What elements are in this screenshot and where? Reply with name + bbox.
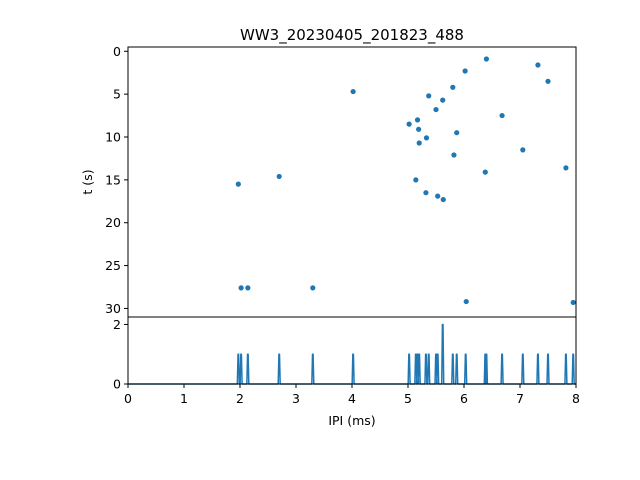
bottom-x-ticks: 0 1 2 3 4 5 6 7 8 — [124, 384, 580, 406]
scatter-point — [414, 117, 421, 123]
bottom-x-tick-label: 7 — [516, 391, 524, 406]
scatter-point — [440, 196, 446, 203]
scatter-point — [482, 169, 488, 175]
scatter-point — [435, 193, 441, 199]
scatter-point — [423, 135, 430, 141]
scatter-points — [235, 56, 576, 306]
top-y-tick-label: 20 — [105, 215, 121, 230]
scatter-point — [433, 106, 439, 113]
scatter-point — [350, 88, 356, 95]
scatter-point — [310, 285, 316, 291]
bottom-x-tick-label: 6 — [460, 391, 468, 406]
scatter-point — [520, 147, 526, 153]
bottom-x-tick-label: 4 — [348, 391, 356, 406]
bottom-x-tick-label: 2 — [236, 391, 244, 406]
top-y-axis-label: t (s) — [80, 169, 95, 194]
chart-title: WW3_20230405_201823_488 — [240, 26, 464, 45]
scatter-point — [238, 285, 244, 291]
scatter-point — [440, 97, 446, 103]
scatter-point — [413, 177, 419, 183]
bottom-x-axis-label: IPI (ms) — [328, 413, 375, 428]
scatter-point — [463, 298, 469, 305]
scatter-panel: WW3_20230405_201823_488 0 5 10 15 20 25 30 t (… — [80, 26, 577, 318]
scatter-point — [450, 84, 456, 90]
top-y-tick-label: 5 — [113, 87, 121, 102]
bottom-x-tick-label: 8 — [572, 391, 580, 406]
scatter-point — [499, 112, 505, 119]
scatter-point — [245, 285, 251, 291]
bottom-x-tick-label: 0 — [124, 391, 132, 406]
scatter-point — [570, 299, 576, 306]
bottom-axes-frame — [127, 316, 577, 385]
scatter-point — [563, 165, 569, 171]
top-y-ticks: 0 5 10 15 20 25 30 — [105, 44, 128, 316]
scatter-point — [235, 181, 241, 187]
bottom-x-tick-label: 3 — [292, 391, 300, 406]
scatter-point — [276, 173, 282, 180]
bottom-x-tick-label: 1 — [180, 391, 188, 406]
scatter-point — [462, 68, 468, 74]
bottom-y-ticks: 02 — [113, 317, 128, 392]
scatter-point — [483, 56, 489, 62]
scatter-point — [406, 121, 412, 127]
bottom-y-tick-label: 0 — [113, 377, 121, 392]
top-y-tick-label: 25 — [105, 258, 121, 273]
top-y-tick-label: 0 — [113, 44, 121, 59]
scatter-point — [416, 140, 422, 146]
scatter-point — [454, 130, 460, 136]
scatter-point — [451, 152, 457, 158]
scatter-point — [423, 190, 429, 196]
scatter-point — [535, 62, 541, 68]
scatter-point — [545, 78, 551, 84]
scatter-point — [416, 126, 422, 132]
top-y-tick-label: 15 — [105, 172, 121, 187]
scatter-point — [426, 93, 432, 99]
bottom-x-tick-label: 5 — [404, 391, 412, 406]
top-y-tick-label: 10 — [105, 130, 121, 145]
top-y-tick-label: 30 — [105, 301, 121, 316]
bottom-y-tick-label: 2 — [113, 317, 121, 332]
